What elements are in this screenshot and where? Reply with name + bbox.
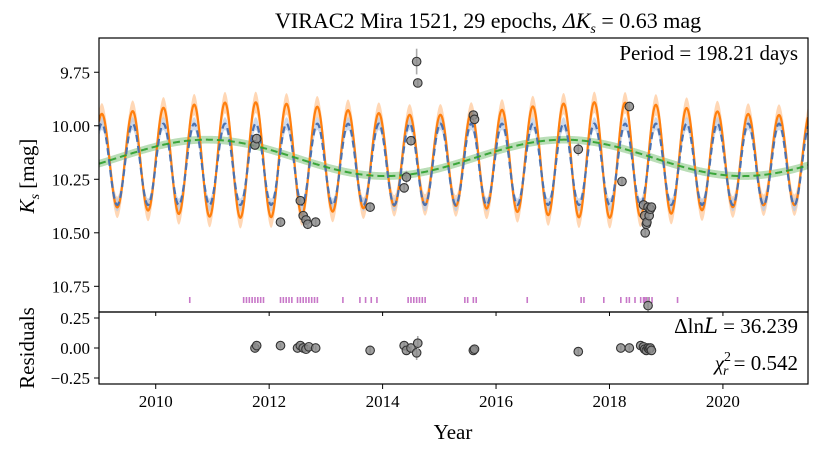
light-curve-point <box>401 172 412 182</box>
lnL-symbol: L <box>703 314 718 338</box>
light-curve-point <box>469 114 480 125</box>
residuals-ytick-label: −0.25 <box>51 369 90 388</box>
lnL-value: = 36.239 <box>718 314 798 338</box>
chart-title-math: ΔK <box>562 8 592 33</box>
chi2-value: = 0.542 <box>728 351 798 375</box>
chi2-annotation: χ2 r = 0.542 <box>713 350 798 379</box>
chart-title-text: VIRAC2 Mira 1521, 29 epochs, <box>275 8 563 33</box>
ylabel-sub: s <box>28 193 43 199</box>
light-curve-point <box>365 202 375 212</box>
light-curve-ylabel: Ks [mag] <box>15 139 43 215</box>
x-tick-label: 2020 <box>706 392 740 411</box>
light-curve-point <box>399 182 410 193</box>
light-curve-point <box>640 227 651 238</box>
light-curve-point <box>251 133 262 144</box>
ylabel-unit: [mag] <box>15 139 39 194</box>
chi2-prefix: χ <box>713 351 725 375</box>
light-curve-point <box>302 219 313 230</box>
residuals-ytick-label: 0.25 <box>60 309 90 328</box>
chart-title-tail: = 0.63 mag <box>596 8 701 33</box>
lnL-annotation: ΔlnL = 36.239 <box>674 314 798 338</box>
light-curve-point <box>573 144 584 155</box>
light-curve-point <box>295 195 306 206</box>
chi2-sup: 2 <box>724 350 731 365</box>
x-tick-label: 2018 <box>592 392 626 411</box>
light-curve-point <box>412 78 423 88</box>
x-tick-label: 2014 <box>366 392 401 411</box>
light-curve-point <box>411 56 422 67</box>
chi2-sub: r <box>723 364 729 379</box>
x-axis-label: Year <box>434 420 473 444</box>
light-curve-point <box>310 217 321 227</box>
light-curve-ytick-label: 9.75 <box>60 63 90 82</box>
residual-point <box>624 343 635 353</box>
chart-title: VIRAC2 Mira 1521, 29 epochs, ΔKs = 0.63 … <box>275 8 701 37</box>
residual-point <box>365 345 375 356</box>
residual-point <box>275 340 286 351</box>
residual-point <box>251 340 262 351</box>
light-curve-point <box>646 202 657 212</box>
light-curve-ytick-label: 10.25 <box>52 170 90 189</box>
x-tick-label: 2016 <box>479 392 513 411</box>
residual-point <box>646 345 657 356</box>
residual-point <box>310 343 321 353</box>
period-annotation-value: = 198.21 days <box>674 41 798 65</box>
green-trend-band <box>99 135 808 180</box>
residuals-ylabel: Residuals <box>15 307 39 389</box>
x-tick-label: 2010 <box>139 392 173 411</box>
ylabel-symbol: K <box>15 198 39 214</box>
light-curve-point <box>643 300 653 311</box>
residual-point <box>573 346 584 357</box>
residual-point <box>412 338 423 349</box>
chart-title-sub: s <box>590 22 596 37</box>
x-tick-label: 2012 <box>252 392 286 411</box>
residual-point <box>469 344 480 355</box>
light-curve-point <box>617 176 627 187</box>
light-curve-ytick-label: 10.75 <box>52 277 90 296</box>
blue-model-curve <box>99 122 808 207</box>
light-curve-panel: 9.75 10.00 10.25 10.50 10.75 Period = 198.21… <box>15 37 809 313</box>
lnL-prefix: Δln <box>674 314 704 338</box>
green-trend-curve <box>99 138 808 178</box>
residual-point <box>615 343 626 353</box>
light-curve-ytick-label: 10.00 <box>52 117 90 136</box>
residuals-panel: 0.25 0.00 −0.25 2010 2012 2014 2016 2018 2020 Δ… <box>15 307 809 444</box>
period-annotation-label: Period <box>619 41 674 65</box>
light-curve-ytick-label: 10.50 <box>52 224 90 243</box>
residual-point <box>411 347 422 358</box>
light-curve-point <box>624 101 635 112</box>
residuals-ytick-label: 0.00 <box>60 339 90 358</box>
period-annotation: Period = 198.21 days <box>619 41 798 65</box>
light-curve-point <box>275 217 286 227</box>
light-curve-point <box>406 135 416 146</box>
